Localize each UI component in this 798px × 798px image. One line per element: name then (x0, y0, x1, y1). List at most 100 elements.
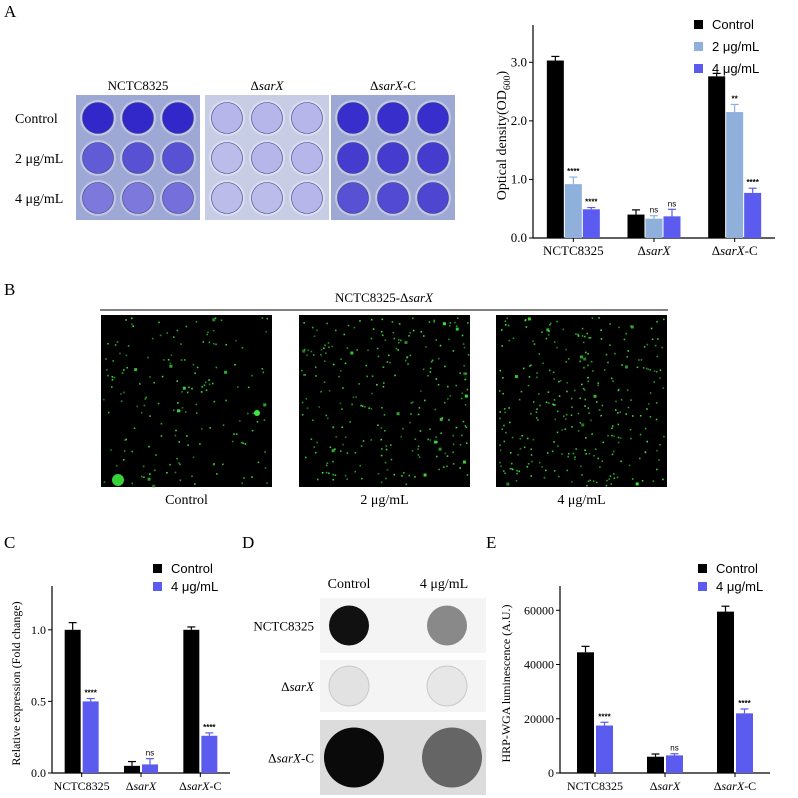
legend-swatch (153, 564, 162, 573)
bar (736, 713, 753, 773)
plate-well (417, 142, 449, 174)
y-axis-label: Optical density(OD600) (495, 70, 513, 200)
plate-well (377, 182, 409, 214)
bar (666, 755, 683, 773)
plate-well (211, 182, 243, 214)
bar (142, 764, 158, 773)
legend-entry: 4 μg/mL (171, 579, 218, 594)
bar (647, 756, 664, 773)
plate-well (251, 142, 283, 174)
bar (201, 735, 218, 773)
plate-well (122, 102, 154, 134)
dot-blot: Control 4 μg/mL NCTC8325 ΔsarX ΔsarX-C (253, 577, 486, 795)
y-axis-label: Relative expression (Fold change) (9, 601, 23, 765)
panel-label-a: A (4, 2, 17, 21)
blot-spot (329, 605, 369, 646)
panel-label-e: E (486, 533, 496, 552)
x-tick-label: ΔsarX (650, 779, 681, 793)
bar (546, 60, 564, 239)
panel-b-title-italic: sarX (408, 290, 434, 305)
plate-well (291, 142, 323, 174)
plate-well (211, 102, 243, 134)
x-tick-label: NCTC8325 (54, 779, 110, 793)
y-tick-label: 1.0 (511, 171, 527, 186)
crystal-violet-plates: NCTC8325 ΔsarX ΔsarX-C Control 2 μg/mL 4 μg/m… (15, 78, 455, 220)
bar (564, 184, 582, 238)
bar (596, 725, 613, 773)
bar (582, 209, 600, 238)
significance-label: **** (746, 178, 759, 187)
panel-label-b: B (4, 280, 15, 299)
plate-well (417, 102, 449, 134)
significance-label: **** (203, 723, 216, 732)
plate-well (211, 142, 243, 174)
plate-row-label-0: Control (15, 112, 58, 127)
significance-label: ns (668, 199, 676, 208)
y-tick-label: 20000 (524, 712, 554, 726)
legend-entry: 4 μg/mL (716, 579, 763, 594)
blot-row-label-0: NCTC8325 (253, 619, 314, 634)
x-tick-label: NCTC8325 (567, 779, 623, 793)
legend-entry: Control (712, 17, 754, 32)
legend-swatch (153, 582, 162, 591)
bar (627, 214, 645, 238)
confocal-label-0: Control (165, 493, 208, 508)
significance-label: ns (146, 749, 154, 758)
legend-swatch (698, 564, 707, 573)
plate-well (82, 182, 114, 214)
x-tick-label: ΔsarX (638, 243, 672, 258)
plate-row-label-2: 4 μg/mL (15, 192, 63, 207)
blot-col-header-1: 4 μg/mL (420, 577, 468, 592)
x-tick-label: NCTC8325 (543, 243, 604, 258)
bar (577, 652, 594, 773)
plate-row-label-1: 2 μg/mL (15, 152, 63, 167)
legend-entry: 4 μg/mL (712, 61, 759, 76)
significance-label: ** (732, 94, 739, 103)
plate-well (162, 102, 194, 134)
chart-e-hrp-wga: 0 20000 40000 60000 HRP-WGA luminescence (A.… (499, 561, 770, 793)
x-tick-label: ΔsarX-C (712, 243, 758, 258)
plate-header-0: NCTC8325 (108, 78, 169, 93)
significance-label: ns (650, 206, 658, 215)
bar (64, 629, 81, 773)
plate-header-2: ΔsarX-C (370, 78, 416, 93)
plate-well (251, 182, 283, 214)
plate-well (122, 142, 154, 174)
bar (124, 765, 140, 773)
plate-well (337, 102, 369, 134)
confocal-image-2 (496, 315, 667, 487)
legend-swatch (698, 582, 707, 591)
plate-well (122, 182, 154, 214)
significance-label: **** (598, 712, 611, 721)
bar (708, 76, 726, 238)
plate-well (377, 142, 409, 174)
plate-well (291, 182, 323, 214)
significance-label: **** (585, 198, 598, 207)
significance-label: **** (567, 167, 580, 176)
bar (645, 218, 663, 238)
legend-entry: 2 μg/mL (712, 39, 759, 54)
blot-col-header-0: Control (328, 577, 371, 592)
significance-label: **** (84, 689, 97, 698)
plate-well (82, 102, 114, 134)
plate-well (417, 182, 449, 214)
plate-well (337, 182, 369, 214)
significance-label: ns (670, 744, 678, 753)
blot-row-label-1: ΔsarX (281, 679, 315, 694)
blot-spot (427, 605, 467, 646)
blot-spot (324, 727, 384, 788)
legend-entry: Control (716, 561, 758, 576)
y-tick-label: 0.0 (31, 766, 46, 780)
plate-well (337, 142, 369, 174)
legend-swatch (694, 42, 703, 51)
legend-swatch (694, 20, 703, 29)
panel-b-title: NCTC8325-ΔsarX (100, 290, 668, 311)
bar (183, 629, 200, 773)
confocal-image-0 (101, 315, 272, 487)
blot-spot (328, 665, 370, 707)
bar (717, 611, 734, 773)
blot-spot (426, 665, 468, 707)
significance-label: **** (738, 699, 751, 708)
